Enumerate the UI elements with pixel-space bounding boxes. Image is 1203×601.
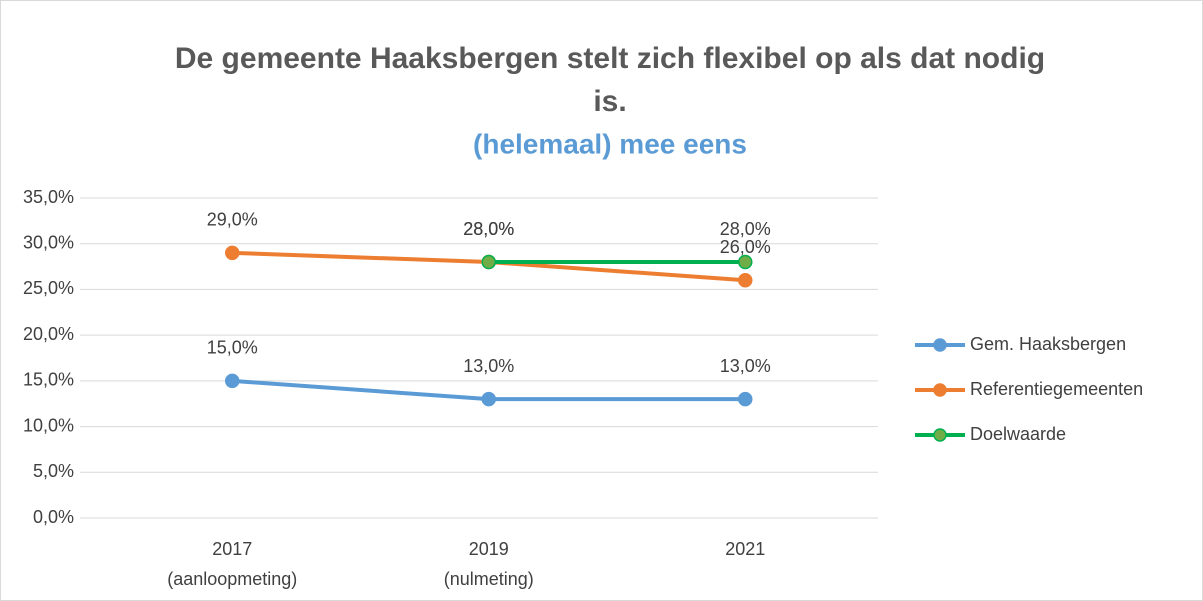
y-tick-label: 25,0% xyxy=(23,278,74,298)
x-tick-label: 2019 xyxy=(469,539,509,559)
data-label: 28,0% xyxy=(463,219,514,239)
legend-label: Referentiegemeenten xyxy=(970,379,1143,399)
data-point xyxy=(225,245,240,261)
data-point xyxy=(481,254,496,270)
y-tick-label: 35,0% xyxy=(23,187,74,207)
x-tick-label: (nulmeting) xyxy=(444,569,534,589)
y-tick-label: 0,0% xyxy=(33,507,74,527)
y-tick-label: 20,0% xyxy=(23,324,74,344)
legend-label: Gem. Haaksbergen xyxy=(970,334,1126,354)
data-label: 29,0% xyxy=(207,210,258,230)
data-point xyxy=(738,254,753,270)
x-tick-label: (aanloopmeting) xyxy=(167,569,297,589)
x-tick-label: 2021 xyxy=(725,539,765,559)
data-point xyxy=(738,273,753,288)
chart-title: is. xyxy=(593,85,626,118)
data-label: 15,0% xyxy=(207,338,258,358)
legend-label: Doelwaarde xyxy=(970,424,1066,444)
data-point xyxy=(481,391,496,407)
y-tick-label: 10,0% xyxy=(23,415,74,435)
legend-marker xyxy=(933,338,947,352)
data-point xyxy=(738,391,753,407)
data-label: 28,0% xyxy=(720,219,771,239)
data-label: 26,0% xyxy=(720,237,771,257)
chart-title: De gemeente Haaksbergen stelt zich flexi… xyxy=(175,42,1045,75)
data-label: 13,0% xyxy=(720,356,771,376)
data-label: 13,0% xyxy=(463,356,514,376)
y-tick-label: 30,0% xyxy=(23,232,74,252)
y-tick-label: 5,0% xyxy=(33,461,74,481)
data-label: 28,0% xyxy=(463,219,514,239)
legend-marker xyxy=(933,383,947,397)
data-point xyxy=(225,373,240,389)
x-tick-label: 2017 xyxy=(212,539,252,559)
chart-subtitle: (helemaal) mee eens xyxy=(473,128,747,159)
y-tick-label: 15,0% xyxy=(23,370,74,390)
legend-marker xyxy=(933,428,947,442)
